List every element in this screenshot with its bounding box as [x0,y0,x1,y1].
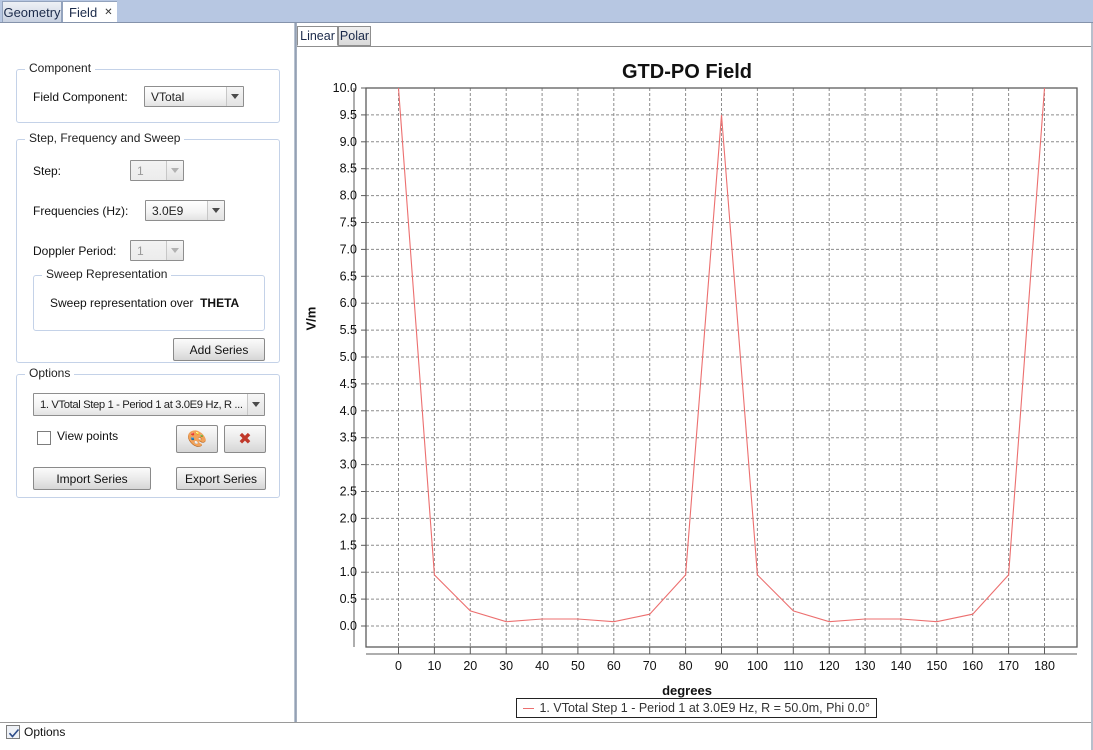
svg-text:10.0: 10.0 [333,81,357,95]
svg-text:8.5: 8.5 [340,162,357,176]
svg-text:9.5: 9.5 [340,108,357,122]
svg-text:7.5: 7.5 [340,216,357,230]
svg-text:3.5: 3.5 [340,431,357,445]
svg-text:6.0: 6.0 [340,296,357,310]
svg-text:3.0: 3.0 [340,458,357,472]
svg-text:0.5: 0.5 [340,592,357,606]
svg-text:5.0: 5.0 [340,350,357,364]
svg-text:30: 30 [499,659,513,673]
svg-text:140: 140 [890,659,911,673]
svg-text:1.0: 1.0 [340,565,357,579]
svg-text:50: 50 [571,659,585,673]
svg-text:160: 160 [962,659,983,673]
svg-text:70: 70 [643,659,657,673]
svg-text:90: 90 [715,659,729,673]
svg-text:6.5: 6.5 [340,269,357,283]
svg-text:130: 130 [855,659,876,673]
svg-text:170: 170 [998,659,1019,673]
svg-text:5.5: 5.5 [340,323,357,337]
svg-text:0.0: 0.0 [340,619,357,633]
svg-text:8.0: 8.0 [340,189,357,203]
svg-text:9.0: 9.0 [340,135,357,149]
svg-text:60: 60 [607,659,621,673]
svg-text:110: 110 [783,659,803,673]
svg-text:1.5: 1.5 [340,538,357,552]
svg-text:4.0: 4.0 [340,404,357,418]
svg-text:100: 100 [747,659,768,673]
svg-text:180: 180 [1034,659,1055,673]
svg-text:2.0: 2.0 [340,511,357,525]
svg-text:80: 80 [679,659,693,673]
svg-text:0: 0 [395,659,402,673]
svg-text:10: 10 [427,659,441,673]
svg-text:150: 150 [926,659,947,673]
svg-text:7.0: 7.0 [340,242,357,256]
svg-text:2.5: 2.5 [340,485,357,499]
svg-text:40: 40 [535,659,549,673]
svg-text:20: 20 [463,659,477,673]
svg-text:4.5: 4.5 [340,377,357,391]
svg-text:120: 120 [819,659,840,673]
